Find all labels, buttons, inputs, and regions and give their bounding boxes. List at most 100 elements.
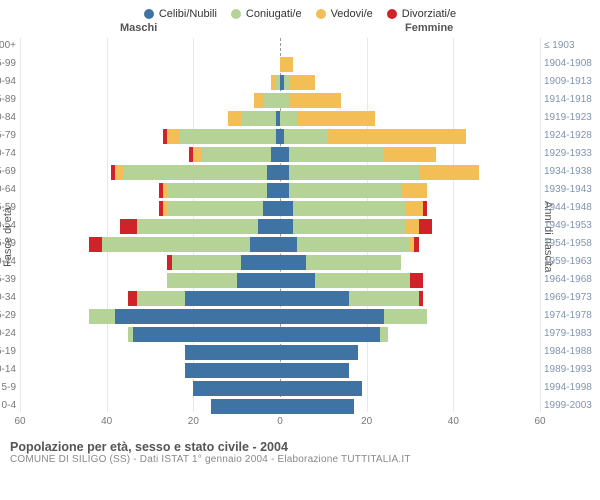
bar-segment: [380, 327, 389, 342]
legend-item: Vedovi/e: [316, 8, 373, 20]
bar-segment: [263, 201, 280, 216]
bar-female: [280, 93, 341, 108]
legend-swatch: [387, 9, 397, 19]
bar-segment: [267, 183, 280, 198]
birth-year-label: 1979-1983: [544, 328, 598, 339]
bar-segment: [241, 255, 280, 270]
bar-segment: [280, 399, 354, 414]
age-row: 20-241979-1983: [20, 326, 540, 344]
bar-segment: [297, 111, 375, 126]
age-row: 60-641939-1943: [20, 182, 540, 200]
age-label: 20-24: [0, 328, 16, 339]
legend: Celibi/NubiliConiugati/eVedovi/eDivorzia…: [0, 0, 600, 22]
bar-segment: [289, 147, 384, 162]
bar-segment: [89, 237, 102, 252]
bar-female: [280, 345, 358, 360]
plot-area: Fasce di età 100+≤ 190395-991904-190890-…: [0, 36, 600, 438]
bar-segment: [280, 93, 289, 108]
x-axis: 6040200204060: [20, 414, 540, 438]
bar-segment: [280, 147, 289, 162]
bar-female: [280, 363, 349, 378]
birth-year-label: ≤ 1903: [544, 40, 598, 51]
bar-segment: [137, 291, 185, 306]
birth-year-label: 1984-1988: [544, 346, 598, 357]
bar-segment: [280, 219, 293, 234]
bar-segment: [315, 273, 410, 288]
x-tick: 60: [534, 416, 545, 427]
birth-year-label: 1944-1948: [544, 202, 598, 213]
bar-segment: [280, 255, 306, 270]
bar-male: [89, 237, 280, 252]
age-label: 30-34: [0, 292, 16, 303]
age-label: 75-79: [0, 130, 16, 141]
age-label: 60-64: [0, 184, 16, 195]
age-row: 90-941909-1913: [20, 74, 540, 92]
bar-segment: [419, 219, 432, 234]
birth-year-label: 1934-1938: [544, 166, 598, 177]
bar-segment: [185, 291, 280, 306]
bar-segment: [172, 255, 241, 270]
bar-segment: [423, 201, 427, 216]
bar-segment: [406, 219, 419, 234]
bar-female: [280, 219, 432, 234]
bar-segment: [349, 291, 418, 306]
bar-male: [193, 381, 280, 396]
bar-female: [280, 75, 315, 90]
x-tick: 60: [14, 416, 25, 427]
age-label: 80-84: [0, 112, 16, 123]
bar-segment: [263, 93, 280, 108]
bar-segment: [289, 75, 315, 90]
bar-male: [228, 111, 280, 126]
x-tick: 20: [361, 416, 372, 427]
legend-label: Divorziati/e: [402, 8, 456, 20]
bar-segment: [384, 147, 436, 162]
bar-segment: [202, 147, 271, 162]
age-row: 30-341969-1973: [20, 290, 540, 308]
bar-segment: [293, 201, 406, 216]
age-row: 85-891914-1918: [20, 92, 540, 110]
bar-segment: [167, 201, 262, 216]
bar-female: [280, 309, 427, 324]
bar-segment: [280, 57, 293, 72]
legend-item: Coniugati/e: [231, 8, 302, 20]
bar-male: [167, 255, 280, 270]
bar-segment: [120, 219, 137, 234]
pyramid-plot: 100+≤ 190395-991904-190890-941909-191385…: [20, 36, 540, 438]
bar-segment: [280, 237, 297, 252]
bar-male: [89, 309, 280, 324]
age-label: 40-44: [0, 256, 16, 267]
x-tick: 20: [188, 416, 199, 427]
birth-year-label: 1914-1918: [544, 94, 598, 105]
age-label: 45-49: [0, 238, 16, 249]
birth-year-label: 1989-1993: [544, 364, 598, 375]
grid-line: [540, 38, 541, 412]
bar-female: [280, 57, 293, 72]
bar-segment: [124, 165, 267, 180]
bar-female: [280, 291, 423, 306]
bar-segment: [185, 345, 280, 360]
bar-male: [159, 201, 280, 216]
legend-swatch: [316, 9, 326, 19]
bar-segment: [180, 129, 275, 144]
x-tick: 0: [277, 416, 283, 427]
age-label: 95-99: [0, 58, 16, 69]
bar-segment: [280, 327, 380, 342]
bar-segment: [280, 291, 349, 306]
bar-segment: [193, 381, 280, 396]
age-label: 50-54: [0, 220, 16, 231]
bar-female: [280, 183, 427, 198]
bar-segment: [167, 129, 180, 144]
bar-segment: [406, 201, 423, 216]
bar-segment: [289, 165, 419, 180]
bar-segment: [250, 237, 280, 252]
bar-segment: [401, 183, 427, 198]
bar-male: [189, 147, 280, 162]
age-label: 65-69: [0, 166, 16, 177]
bar-female: [280, 381, 362, 396]
birth-year-label: 1929-1933: [544, 148, 598, 159]
age-row: 25-291974-1978: [20, 308, 540, 326]
bar-segment: [414, 237, 418, 252]
birth-year-label: 1904-1908: [544, 58, 598, 69]
age-row: 50-541949-1953: [20, 218, 540, 236]
caption-title: Popolazione per età, sesso e stato civil…: [10, 440, 590, 454]
